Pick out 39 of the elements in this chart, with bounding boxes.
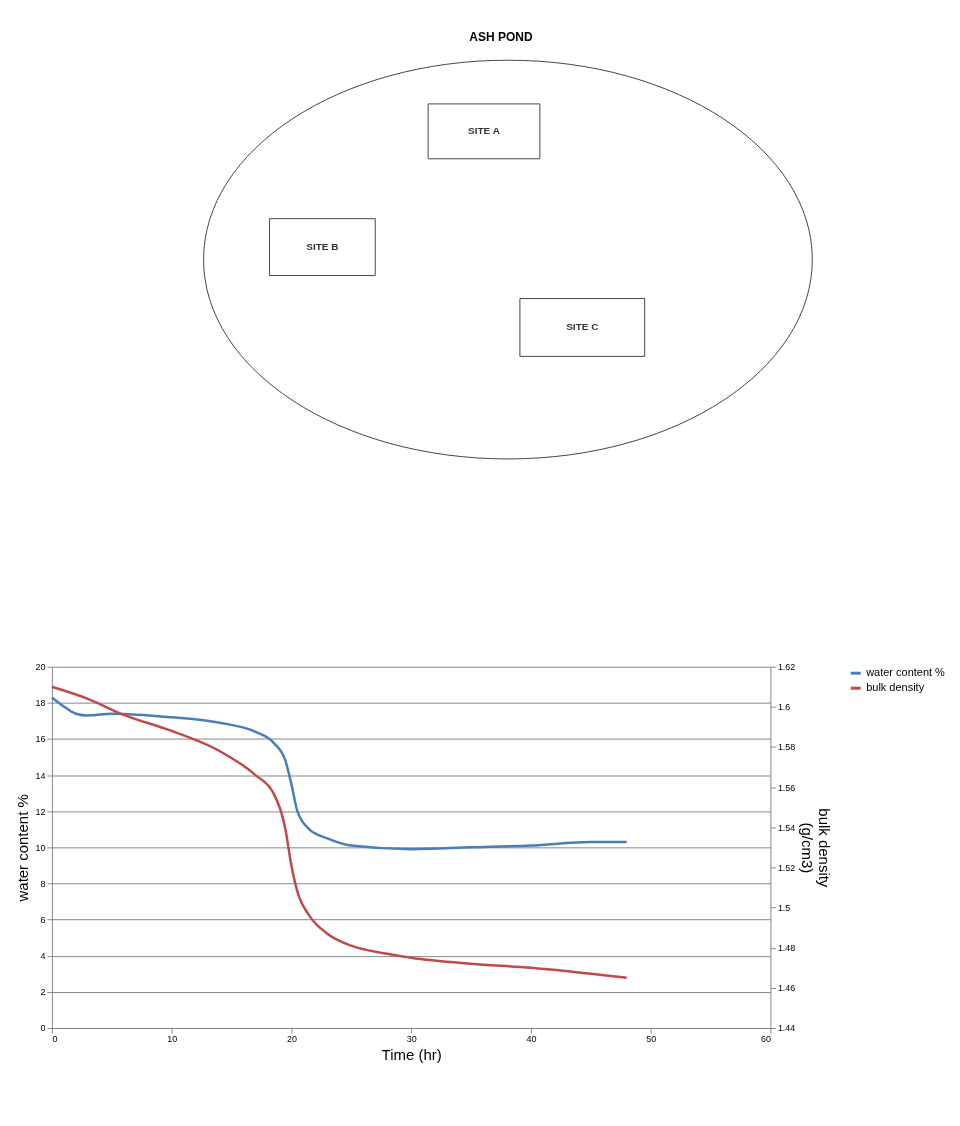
- text: SITE B: [306, 241, 339, 253]
- line-series: [50, 685, 628, 980]
- x-tick-label: 60: [760, 1034, 771, 1045]
- y-tick-label: 14: [35, 770, 46, 781]
- y2-tick-label: 1.6: [777, 702, 791, 713]
- y-tick-label: 10: [35, 842, 46, 853]
- y-tick-label: 12: [35, 806, 46, 817]
- y2-tick-label: 1.56: [777, 782, 796, 793]
- y2-tick-label: 1.46: [777, 983, 796, 994]
- y-tick-label: 8: [40, 878, 46, 889]
- y2-tick-label: 1.62: [777, 662, 796, 673]
- x-axis-title: Time (hr): [381, 1046, 442, 1064]
- y-tick-label: 16: [35, 734, 46, 745]
- y-tick-label: 20: [35, 662, 46, 673]
- text: SITE A: [468, 125, 500, 137]
- y2-tick-label: 1.44: [777, 1023, 796, 1034]
- line-series: [50, 696, 628, 851]
- x-tick-label: 30: [406, 1034, 417, 1045]
- y2-tick-label: 1.54: [777, 822, 796, 833]
- y2-axis-title: bulk density (g/cm3): [799, 808, 834, 888]
- x-tick-label: 40: [526, 1034, 537, 1045]
- y-tick-label: 0: [40, 1023, 46, 1034]
- y-tick-label: 18: [35, 698, 46, 709]
- x-tick-label: 50: [646, 1034, 657, 1045]
- y-tick-label: 6: [40, 915, 46, 926]
- text: SITE C: [566, 321, 599, 333]
- legend-label: water content %: [865, 666, 946, 679]
- y-tick-label: 2: [40, 987, 46, 998]
- y2-tick-label: 1.58: [777, 742, 796, 753]
- y2-tick-label: 1.5: [777, 903, 791, 914]
- x-tick-label: 10: [167, 1034, 178, 1045]
- legend-label: bulk density: [866, 681, 925, 694]
- y2-tick-label: 1.48: [777, 943, 796, 954]
- y-tick-label: 4: [40, 951, 46, 962]
- y-axis-title: water content %: [14, 794, 32, 903]
- text: ASH POND: [469, 30, 533, 45]
- y2-tick-label: 1.52: [777, 862, 796, 873]
- x-tick-label: 0: [52, 1034, 58, 1045]
- x-tick-label: 20: [286, 1034, 297, 1045]
